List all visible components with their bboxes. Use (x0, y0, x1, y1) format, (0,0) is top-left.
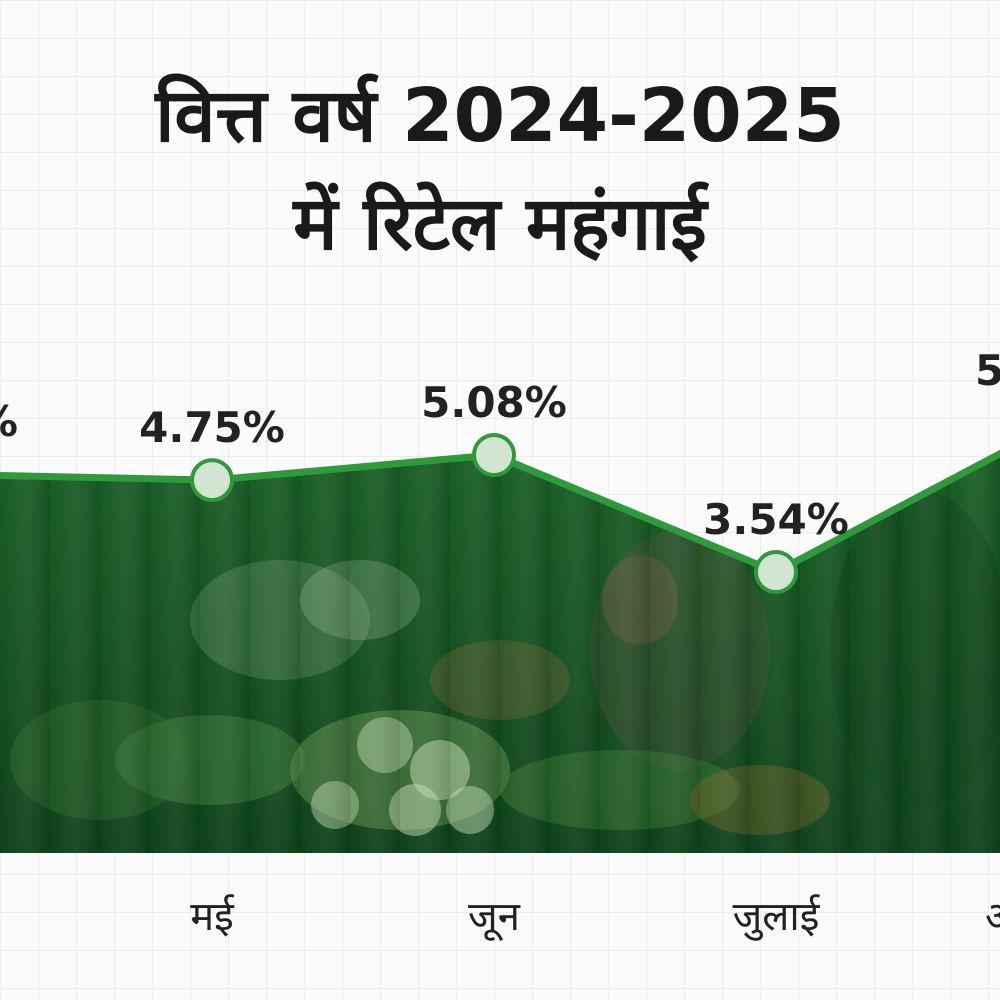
category-axis-label: जून (468, 894, 521, 941)
data-point-marker (754, 550, 798, 594)
data-value-label: 5 (975, 346, 1000, 395)
chart-title: वित्त वर्ष 2024-2025 में रिटेल महंगाई (0, 62, 1000, 278)
data-value-label: 5.08% (421, 378, 567, 427)
data-point-marker (472, 433, 516, 477)
title-line-2: में रिटेल महंगाई (293, 181, 707, 267)
data-value-label: % (0, 397, 18, 446)
category-axis-label: जुलाई (733, 894, 821, 941)
category-axis-label: मई (190, 894, 235, 940)
data-point-marker (190, 458, 234, 503)
data-value-label: 3.54% (703, 495, 849, 544)
category-axis-label: अ (985, 894, 1000, 940)
market-photo-texture (0, 423, 1000, 853)
data-value-label: 4.75% (139, 403, 285, 452)
title-line-1: वित्त वर्ष 2024-2025 (155, 73, 845, 159)
